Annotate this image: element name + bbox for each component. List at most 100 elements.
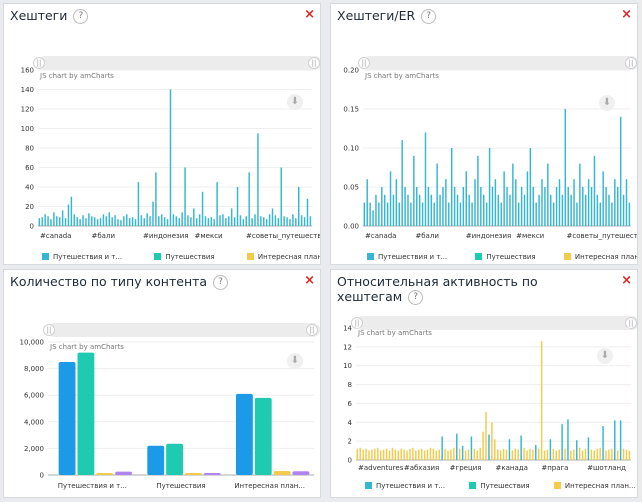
bar — [385, 448, 388, 460]
bar — [190, 217, 192, 226]
bar — [558, 449, 560, 460]
bar — [456, 433, 458, 460]
legend-item[interactable]: Путешествия — [154, 253, 215, 261]
scrollbar-grip-left[interactable]: || — [358, 57, 370, 69]
bar — [485, 411, 487, 460]
bar — [579, 163, 581, 226]
help-icon[interactable]: ? — [213, 275, 229, 290]
bar — [427, 187, 430, 226]
panel-hashtags: Хештеги? × || || JS chart by amCharts ⬇ … — [3, 3, 321, 265]
legend-item[interactable]: Интересная план... — [563, 253, 637, 261]
close-icon[interactable]: × — [304, 273, 315, 288]
legend-swatch — [469, 482, 477, 489]
bar — [628, 202, 631, 226]
download-icon[interactable]: ⬇ — [287, 94, 303, 110]
bar — [616, 450, 619, 460]
scrollbar-grip-left[interactable]: || — [33, 57, 45, 69]
amcharts-credit: JS chart by amCharts — [50, 343, 124, 351]
legend-item[interactable]: Путешествия и т... — [42, 253, 122, 261]
bar — [459, 202, 462, 226]
scrollbar-grip-left[interactable]: || — [43, 324, 55, 336]
bar — [289, 219, 291, 226]
bar — [564, 109, 567, 226]
legend-swatch — [365, 482, 372, 489]
bar — [415, 450, 417, 460]
close-icon[interactable]: × — [621, 7, 632, 22]
download-icon[interactable]: ⬇ — [599, 95, 615, 111]
bar — [488, 148, 491, 226]
bar — [172, 214, 175, 226]
download-icon[interactable]: ⬇ — [597, 348, 613, 364]
bar — [485, 202, 488, 226]
bar — [497, 449, 499, 460]
close-icon[interactable]: × — [304, 7, 315, 22]
bar — [181, 212, 183, 226]
bar — [552, 448, 555, 460]
bar — [471, 202, 473, 226]
chart-scrollbar[interactable]: || || — [33, 56, 320, 70]
close-icon[interactable]: × — [621, 273, 632, 288]
bar — [397, 450, 400, 460]
bar — [555, 450, 557, 460]
legend-item[interactable]: Путешествия и т... — [365, 482, 445, 490]
bar — [573, 179, 575, 226]
download-icon[interactable]: ⬇ — [287, 353, 303, 369]
bar — [462, 187, 465, 226]
bar — [502, 448, 505, 460]
bar — [201, 191, 204, 226]
bar — [383, 194, 386, 226]
bar — [506, 187, 508, 226]
chart-scrollbar[interactable]: || || — [358, 56, 637, 70]
y-tick-label: 80 — [25, 145, 34, 153]
bar — [558, 179, 561, 226]
bar — [423, 450, 426, 460]
y-tick-label: 12 — [343, 343, 352, 351]
bar — [178, 218, 180, 226]
bar — [587, 437, 590, 460]
bar — [619, 116, 622, 226]
bar — [38, 218, 41, 226]
bar — [430, 194, 433, 226]
bar — [540, 341, 543, 460]
bar — [359, 447, 361, 460]
bar — [163, 217, 166, 226]
bar — [219, 215, 221, 226]
bar — [410, 202, 412, 226]
bar — [128, 218, 131, 226]
legend-swatch — [246, 253, 254, 260]
bar — [605, 450, 607, 460]
legend-item[interactable]: Путешествия — [475, 253, 536, 261]
y-tick-label: 40 — [25, 184, 34, 192]
legend-item[interactable]: Путешествия и т... — [367, 253, 447, 261]
bar — [483, 194, 485, 226]
bar — [458, 448, 461, 460]
legend-item[interactable]: Путешествия — [469, 482, 530, 490]
legend-item[interactable]: Интересная план... — [553, 482, 636, 490]
bar — [561, 194, 564, 226]
bar — [537, 448, 540, 460]
legend: Путешествия и т... Путешествия Интересна… — [365, 482, 636, 490]
legend: Путешествия и т... Путешествия Интересна… — [42, 253, 320, 261]
bar — [356, 448, 359, 460]
legend-item[interactable]: Интересная план... — [246, 253, 320, 261]
bar — [526, 450, 528, 460]
help-icon[interactable]: ? — [421, 9, 437, 24]
scrollbar-grip-right[interactable]: || — [625, 57, 637, 69]
scrollbar-grip-right[interactable]: || — [306, 324, 318, 336]
hashtags-er-chart: 0.00 0.05 0.10 0.15 0.20 #canada #бали #индонез… — [343, 67, 637, 241]
bar — [445, 179, 447, 226]
panel-hashtags-er: Хештеги/ER? × || || JS chart by amCharts… — [330, 3, 638, 265]
bar — [523, 194, 526, 226]
bar — [573, 449, 575, 460]
chart-scrollbar[interactable]: || || — [43, 323, 320, 337]
bar — [143, 218, 145, 226]
bar — [213, 219, 215, 226]
bar — [228, 216, 230, 226]
chart-scrollbar[interactable]: || || — [351, 316, 637, 330]
bar — [576, 440, 578, 460]
scrollbar-grip-right[interactable]: || — [625, 317, 637, 329]
help-icon[interactable]: ? — [408, 290, 424, 305]
bar — [480, 187, 482, 226]
scrollbar-grip-right[interactable]: || — [308, 57, 320, 69]
help-icon[interactable]: ? — [73, 9, 89, 24]
